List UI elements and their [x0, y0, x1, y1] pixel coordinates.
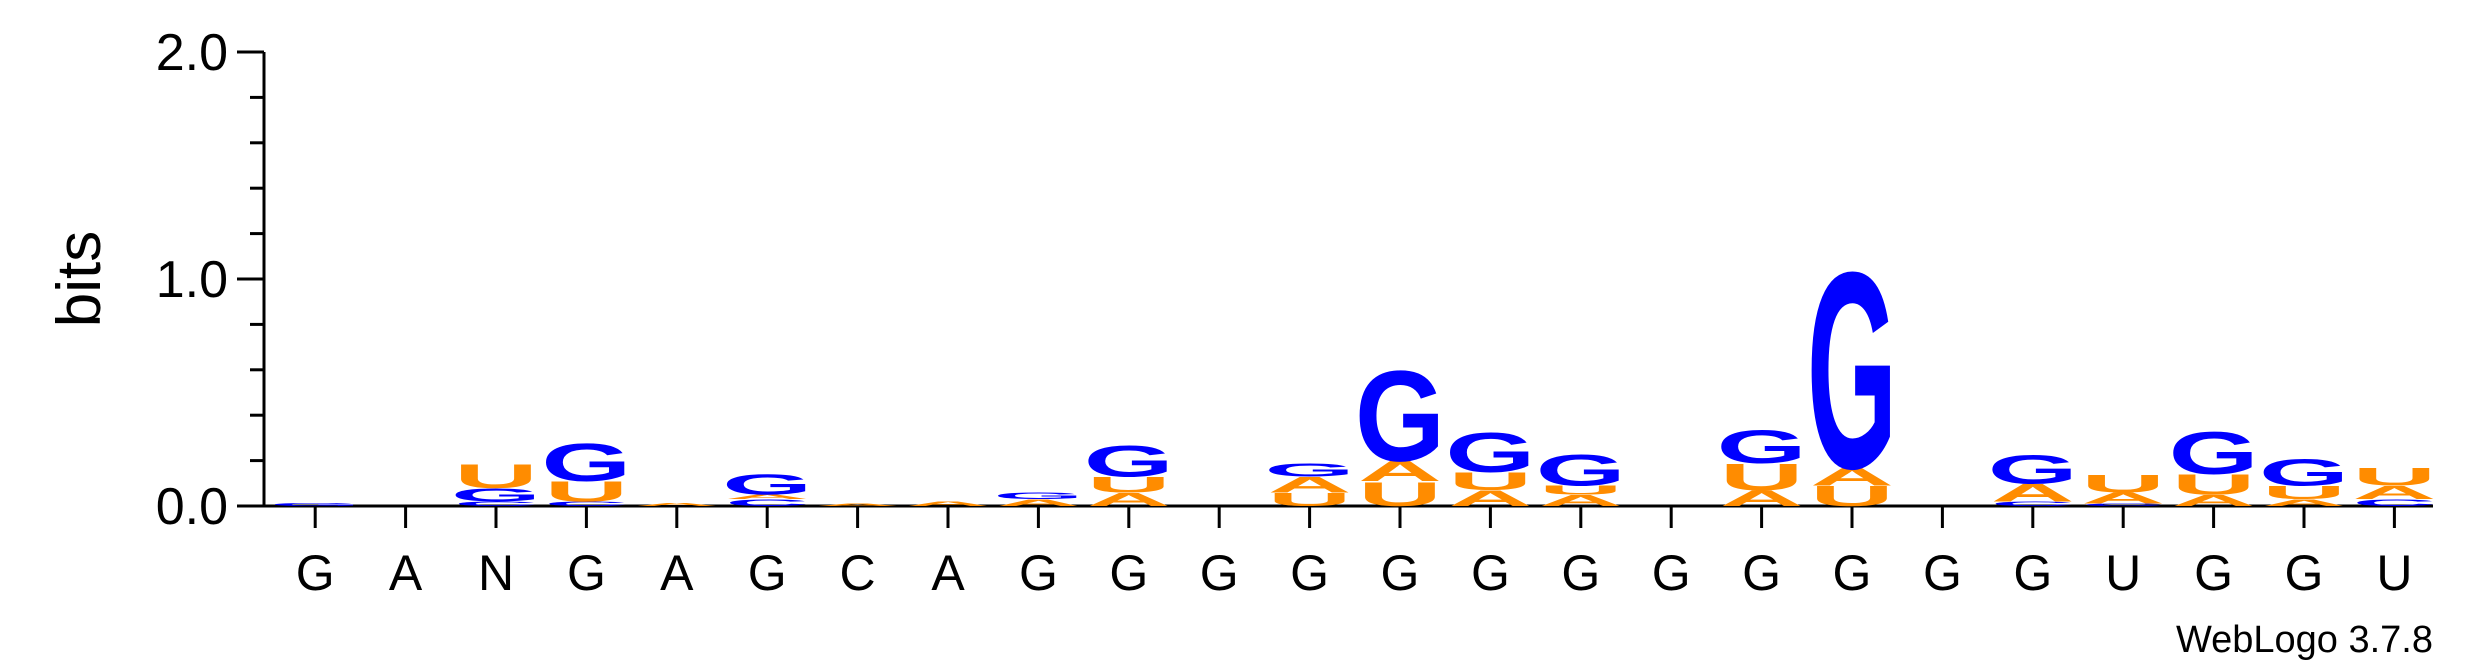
x-tick-label: G	[1833, 545, 1872, 601]
logo-letter: G	[1084, 437, 1174, 486]
x-tick-label: G	[1200, 545, 1239, 601]
logo-letter: A	[725, 494, 809, 501]
logo-letter: A	[996, 497, 1080, 508]
x-tick-label: G	[1381, 545, 1420, 601]
logo-letter: A	[1268, 472, 1352, 497]
logo-letter: C	[1991, 500, 2075, 507]
logo-letter: A	[1991, 479, 2075, 507]
logo-letter: U	[2172, 469, 2256, 501]
y-axis-label: bits	[45, 231, 114, 327]
logo-letter: G	[1988, 447, 2078, 493]
logo-letter: A	[1358, 456, 1442, 488]
x-tick-label: G	[296, 545, 335, 601]
logo-letter: G	[451, 484, 541, 505]
y-minor-ticks	[250, 50, 264, 463]
logo-letter: A	[1539, 492, 1623, 510]
x-tick-label: A	[389, 545, 423, 601]
logo-letter: C	[2081, 503, 2165, 506]
logo-letter: A	[1810, 463, 1894, 491]
x-tick-label: U	[2376, 545, 2412, 601]
x-tick-label: G	[1471, 545, 1510, 601]
logo-letter: U	[1720, 456, 1804, 498]
x-tick-label: C	[840, 545, 876, 601]
logo-letter: G	[1807, 214, 1897, 528]
x-tick-label: N	[478, 545, 514, 601]
logo-letter: U	[1268, 489, 1352, 510]
x-tick-label: U	[2105, 545, 2141, 601]
logo-letter: A	[1720, 486, 1804, 511]
logo-letter: A	[816, 503, 900, 506]
x-tick-label: A	[931, 545, 965, 601]
x-tick-label: G	[2013, 545, 2052, 601]
logo-letter: G	[993, 491, 1083, 502]
x-tick-label: G	[1290, 545, 1329, 601]
logo-letter: A	[2262, 497, 2346, 508]
logo-letter: A	[1449, 486, 1533, 511]
logo-letter: G	[1264, 459, 1354, 480]
logo-letter: U	[544, 476, 628, 508]
logo-letter: U	[1539, 483, 1623, 497]
logo-letter: G	[541, 433, 631, 493]
x-tick-label: A	[660, 545, 694, 601]
logo-letter: A	[1087, 489, 1171, 510]
logo-letter: U	[2262, 482, 2346, 503]
logo-letter: G	[1355, 345, 1445, 489]
x-tick-label: G	[2194, 545, 2233, 601]
logo-letter: C	[725, 497, 809, 508]
logo-letter: U	[1087, 472, 1171, 497]
logo-letter: U	[2352, 463, 2436, 491]
x-tick-label: G	[748, 545, 787, 601]
x-tick-label: G	[1561, 545, 1600, 601]
logo-letter: G	[1716, 420, 1806, 473]
logo-letter: C	[454, 500, 538, 507]
logo-letter: A	[906, 500, 990, 507]
logo-letter: G	[722, 469, 812, 501]
logo-letter: C	[2352, 497, 2436, 508]
x-tick-label: G	[1109, 545, 1148, 601]
logo-letter: U	[1448, 467, 1532, 495]
logo-letter: G	[270, 502, 360, 507]
x-tick-label: G	[1019, 545, 1058, 601]
x-tick-label: G	[567, 545, 606, 601]
logo-letter: A	[635, 502, 719, 507]
logo-letter: U	[1810, 480, 1894, 512]
logo-letter: G	[1536, 446, 1626, 495]
x-tick-label: G	[1923, 545, 1962, 601]
logo-letter: U	[2081, 470, 2165, 498]
logo-letter: A	[2081, 489, 2165, 507]
y-tick-label-0: 0.0	[156, 478, 228, 536]
x-tick-label: G	[2285, 545, 2324, 601]
x-tick-label: G	[1652, 545, 1691, 601]
logo-letter: C	[544, 500, 628, 507]
y-tick-label-2: 2.0	[156, 24, 228, 82]
x-ticks	[313, 506, 2396, 528]
logo-letter: U	[1358, 475, 1442, 514]
weblogo-credit: WebLogo 3.7.8	[2176, 619, 2433, 661]
x-tick-label: G	[1742, 545, 1781, 601]
logo-letter: G	[2168, 420, 2258, 487]
logo-letter: G	[2259, 452, 2349, 494]
logo-letter: U	[454, 457, 538, 496]
logo-letter: G	[1445, 421, 1535, 484]
y-tick-label-1: 1.0	[156, 251, 228, 309]
logo-letter: A	[2172, 492, 2256, 510]
logo-letter: A	[2353, 482, 2437, 503]
